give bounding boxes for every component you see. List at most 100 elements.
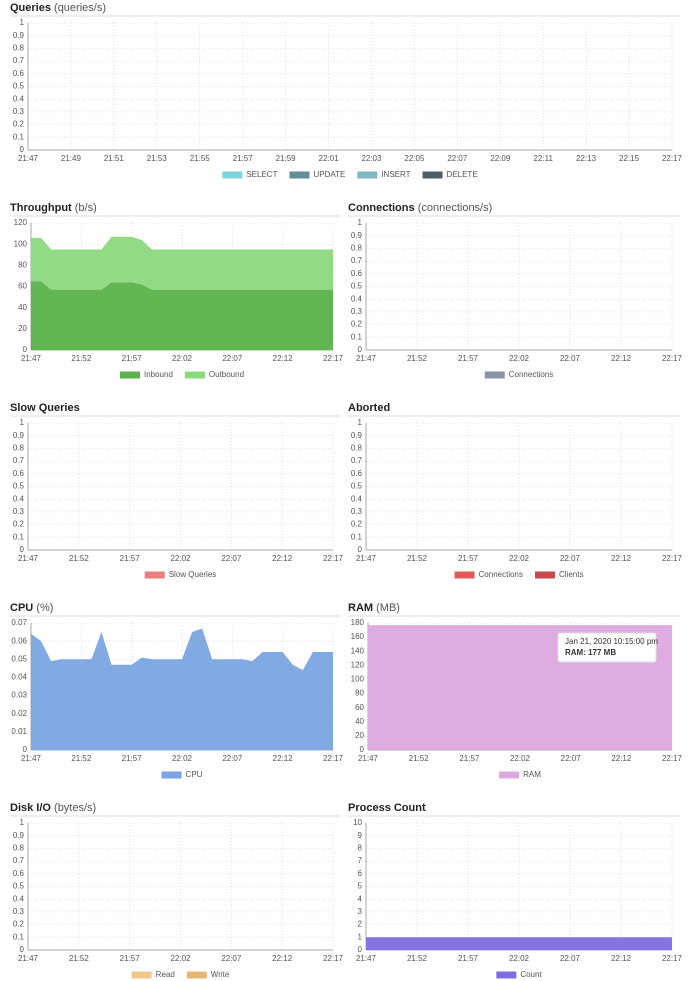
x-tick-label: 21:53 <box>147 154 168 163</box>
legend-swatch[interactable] <box>144 571 165 579</box>
x-tick-label: 21:57 <box>233 154 254 163</box>
x-tick-label: 21:47 <box>356 954 377 963</box>
legend: Inbound Outbound <box>119 370 244 379</box>
x-tick-label: 22:15 <box>619 154 640 163</box>
title-main: RAM <box>348 602 373 614</box>
legend-label[interactable]: Outbound <box>209 370 244 379</box>
chart-title: RAM (MB) <box>348 602 400 614</box>
x-tick-label: 21:47 <box>356 354 377 363</box>
legend-swatch[interactable] <box>222 171 243 179</box>
y-tick-label: 0.9 <box>13 831 25 840</box>
title-unit: (MB) <box>376 602 400 614</box>
y-tick-label: 9 <box>358 831 363 840</box>
legend-swatch[interactable] <box>131 971 152 979</box>
y-tick-label: 0.4 <box>13 494 25 503</box>
x-tick-label: 22:11 <box>533 154 553 163</box>
x-tick-label: 22:07 <box>561 754 582 763</box>
legend: RAM <box>499 770 541 779</box>
y-tick-label: 0.5 <box>13 82 25 91</box>
legend-label[interactable]: CPU <box>186 770 203 779</box>
tooltip-title: Jan 21, 2020 10:15:00 pm <box>565 637 658 646</box>
legend-swatch[interactable] <box>357 171 378 179</box>
x-tick-label: 21:57 <box>120 554 141 563</box>
y-tick-label: 0 <box>20 145 25 154</box>
y-tick-label: 0 <box>360 745 365 754</box>
legend-label[interactable]: RAM <box>523 770 541 779</box>
legend-label[interactable]: Connections <box>509 370 553 379</box>
legend: Read Write <box>131 970 230 979</box>
legend-swatch[interactable] <box>161 771 182 779</box>
x-tick-label: 21:52 <box>407 354 428 363</box>
legend-swatch[interactable] <box>289 171 310 179</box>
legend-label[interactable]: SELECT <box>246 170 277 179</box>
y-tick-label: 0.6 <box>13 469 25 478</box>
x-tick-label: 21:49 <box>61 154 82 163</box>
legend-label[interactable]: Slow Queries <box>169 570 217 579</box>
y-tick-label: 0.3 <box>13 907 25 916</box>
legend-swatch[interactable] <box>422 171 443 179</box>
y-tick-label: 0 <box>20 945 25 954</box>
x-tick-label: 22:17 <box>323 754 344 763</box>
area <box>366 937 672 950</box>
legend-swatch[interactable] <box>184 371 205 379</box>
x-tick-label: 21:57 <box>458 354 479 363</box>
y-tick-label: 0.7 <box>13 456 25 465</box>
y-tick-label: 140 <box>351 646 365 655</box>
legend-swatch[interactable] <box>484 371 505 379</box>
legend-swatch[interactable] <box>454 571 475 579</box>
title-main: Process Count <box>348 802 426 814</box>
x-tick-label: 21:47 <box>18 554 39 563</box>
x-tick-label: 22:02 <box>509 554 530 563</box>
y-tick-label: 80 <box>355 689 364 698</box>
y-tick-label: 0.6 <box>13 69 25 78</box>
y-tick-label: 0.2 <box>13 520 25 529</box>
chart-panel: Process Count 0 1 2 3 4 5 6 7 8 9 10 21:47 21:52 21:57… <box>348 802 683 979</box>
legend-swatch[interactable] <box>499 771 520 779</box>
chart-panel: Aborted 0 0.1 0.2 0.3 0.4 0.5 0.6 0.7 0.8 0.9 1 21:4… <box>348 402 683 579</box>
legend-swatch[interactable] <box>186 971 207 979</box>
tooltip-text: RAM: 177 MB <box>565 648 616 657</box>
y-tick-label: 1 <box>20 418 25 427</box>
x-tick-label: 21:47 <box>358 754 379 763</box>
legend-swatch[interactable] <box>535 571 556 579</box>
x-tick-label: 21:59 <box>276 154 297 163</box>
y-tick-label: 0.03 <box>11 691 27 700</box>
legend-label[interactable]: Read <box>156 970 175 979</box>
area <box>31 628 333 750</box>
y-tick-label: 80 <box>18 260 27 269</box>
y-tick-label: 0.7 <box>351 456 363 465</box>
legend-label[interactable]: Write <box>211 970 230 979</box>
chart-title: Slow Queries <box>10 402 80 414</box>
x-tick-label: 22:07 <box>560 954 581 963</box>
y-tick-label: 0.9 <box>351 231 363 240</box>
chart-panel: Queries (queries/s) 0 0.1 0.2 0.3 0.4 0.5 0.6 0.… <box>10 2 683 179</box>
legend-label[interactable]: Clients <box>559 570 583 579</box>
y-tick-label: 0.7 <box>13 856 25 865</box>
y-tick-label: 160 <box>351 632 365 641</box>
title-unit: (%) <box>36 602 53 614</box>
y-tick-label: 0.6 <box>13 869 25 878</box>
y-tick-label: 0 <box>358 945 363 954</box>
legend-label[interactable]: Connections <box>479 570 523 579</box>
chart-panel: Slow Queries 0 0.1 0.2 0.3 0.4 0.5 0.6 0.7 0.8 0.9… <box>10 402 344 579</box>
legend: CPU <box>161 770 203 779</box>
y-tick-label: 0.07 <box>11 618 27 627</box>
y-tick-label: 0.02 <box>11 709 27 718</box>
legend-swatch[interactable] <box>496 971 517 979</box>
legend-label[interactable]: DELETE <box>447 170 478 179</box>
x-tick-label: 21:52 <box>71 354 92 363</box>
y-tick-label: 0 <box>23 345 28 354</box>
y-tick-label: 100 <box>14 239 28 248</box>
x-tick-label: 22:12 <box>611 954 632 963</box>
legend-label[interactable]: INSERT <box>381 170 410 179</box>
y-tick-label: 0.5 <box>13 482 25 491</box>
chart-title: Queries (queries/s) <box>10 2 106 14</box>
y-tick-label: 0.06 <box>11 636 27 645</box>
legend-label[interactable]: Count <box>520 970 542 979</box>
legend-swatch[interactable] <box>119 371 140 379</box>
y-tick-label: 8 <box>358 844 363 853</box>
y-tick-label: 20 <box>355 731 364 740</box>
x-tick-label: 22:17 <box>323 354 344 363</box>
legend-label[interactable]: UPDATE <box>313 170 345 179</box>
legend-label[interactable]: Inbound <box>144 370 173 379</box>
